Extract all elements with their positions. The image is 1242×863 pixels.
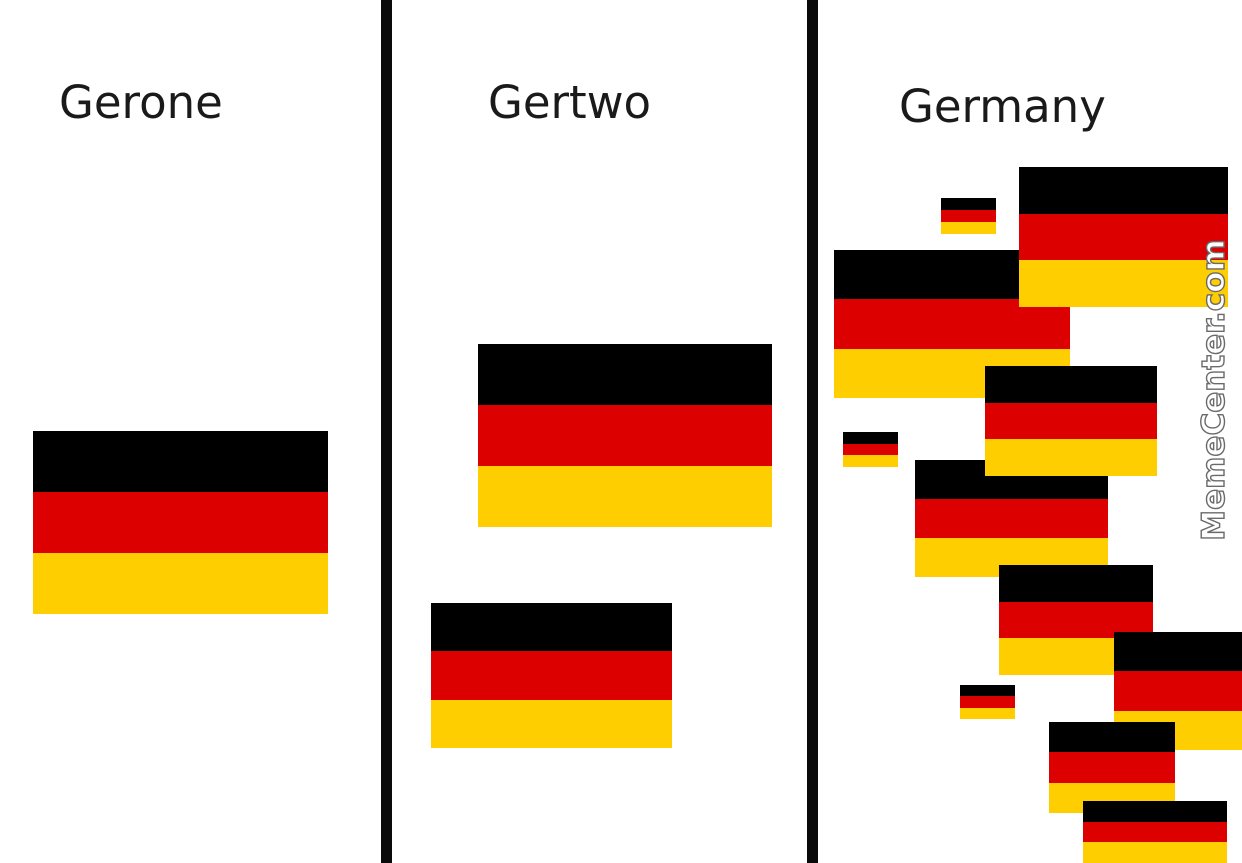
- flag-stripe-black: [843, 432, 898, 444]
- panel-title-gerone: Gerone: [59, 76, 223, 129]
- german-flag: [1114, 632, 1242, 750]
- german-flag: [33, 431, 328, 614]
- flag-stripe-black: [33, 431, 328, 492]
- flag-stripe-red: [1049, 752, 1175, 783]
- panel-title-germany: Germany: [899, 80, 1106, 133]
- flag-stripe-gold: [1083, 842, 1227, 863]
- flag-stripe-red: [834, 299, 1070, 349]
- flag-stripe-black: [985, 366, 1157, 403]
- flag-stripe-red: [843, 443, 898, 456]
- flag-stripe-black: [999, 565, 1153, 602]
- flag-stripe-black: [1019, 167, 1228, 214]
- flag-stripe-gold: [1019, 260, 1228, 308]
- panel-divider-2: [807, 0, 818, 863]
- flag-stripe-red: [941, 210, 996, 222]
- german-flag: [960, 685, 1015, 719]
- german-flag: [431, 603, 672, 748]
- flag-stripe-gold: [960, 707, 1015, 719]
- flag-stripe-black: [941, 198, 996, 210]
- watermark-text: MemeCenter.com: [1195, 239, 1232, 542]
- german-flag: [985, 366, 1157, 477]
- german-flag: [478, 344, 772, 527]
- panel-title-gertwo: Gertwo: [488, 76, 652, 129]
- flag-stripe-gold: [843, 455, 898, 468]
- german-flag: [1049, 722, 1175, 813]
- flag-stripe-gold: [985, 439, 1157, 477]
- flag-stripe-red: [478, 405, 772, 466]
- flag-stripe-red: [1083, 821, 1227, 843]
- german-flag: [1019, 167, 1228, 308]
- flag-stripe-black: [960, 685, 1015, 697]
- flag-stripe-gold: [431, 699, 672, 748]
- flag-stripe-red: [431, 651, 672, 700]
- flag-stripe-black: [431, 603, 672, 652]
- flag-stripe-black: [1049, 722, 1175, 753]
- flag-stripe-black: [478, 344, 772, 405]
- flag-stripe-red: [985, 402, 1157, 440]
- flag-stripe-red: [33, 492, 328, 553]
- flag-stripe-red: [1114, 671, 1242, 711]
- flag-stripe-black: [1114, 632, 1242, 672]
- flag-stripe-gold: [941, 222, 996, 234]
- flag-stripe-red: [1019, 213, 1228, 261]
- flag-stripe-gold: [33, 553, 328, 614]
- flag-stripe-black: [1083, 801, 1227, 822]
- german-flag: [915, 460, 1108, 577]
- german-flag: [1083, 801, 1227, 863]
- german-flag: [843, 432, 898, 468]
- flag-stripe-red: [915, 499, 1108, 538]
- flag-stripe-gold: [478, 466, 772, 527]
- german-flag: [941, 198, 996, 234]
- panel-divider-1: [381, 0, 392, 863]
- flag-stripe-red: [960, 696, 1015, 708]
